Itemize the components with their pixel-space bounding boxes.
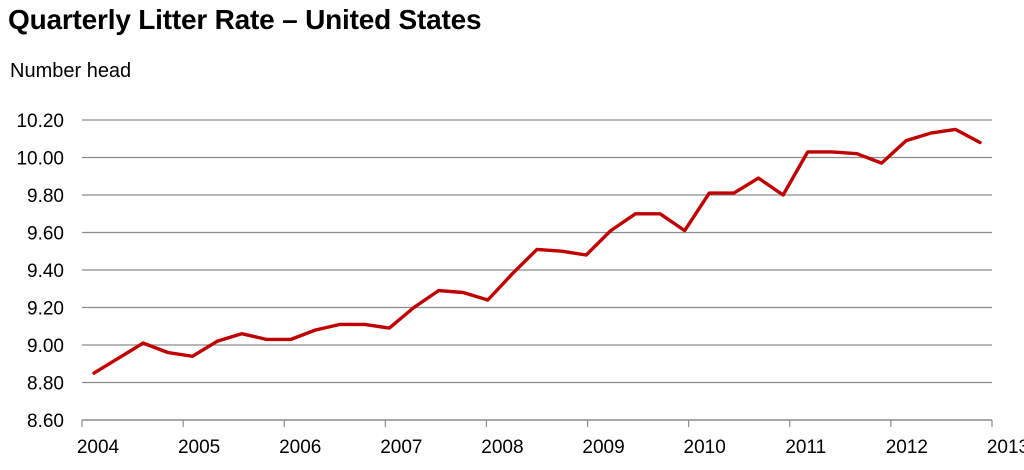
x-tick-label: 2008: [481, 437, 523, 458]
y-tick-label: 10.20: [16, 111, 64, 132]
x-tick-label: 2010: [684, 437, 726, 458]
y-tick-label: 9.00: [27, 336, 64, 357]
y-tick-label: 9.80: [27, 186, 64, 207]
y-tick-label: 9.60: [27, 224, 64, 245]
y-tick-label: 9.20: [27, 299, 64, 320]
y-tick-labels: 8.60 8.80 9.00 9.20 9.40 9.60 9.80 10.00 10.20: [16, 111, 64, 432]
y-tick-label: 8.80: [27, 374, 64, 395]
x-tick-label: 2007: [380, 437, 422, 458]
series-layer: [92, 127, 982, 375]
x-tick-label: 2004: [77, 437, 120, 458]
y-tick-label: 8.60: [27, 411, 64, 432]
axes: [81, 419, 993, 427]
x-tick-labels: 2004 2005 2006 2007 2008 2009 2010 2011 2012 2013: [77, 437, 1024, 458]
x-tick-label: 2012: [886, 437, 928, 458]
x-tick-label: 2009: [582, 437, 624, 458]
x-tick-label: 2013: [987, 437, 1024, 458]
series-line: [92, 127, 982, 375]
x-tick-label: 2005: [178, 437, 220, 458]
chart-subtitle: Number head: [10, 60, 132, 82]
chart-title: Quarterly Litter Rate – United States: [8, 4, 482, 35]
y-tick-label: 9.40: [27, 261, 64, 282]
gridlines: [82, 119, 992, 384]
y-tick-label: 10.00: [16, 149, 64, 170]
x-tick-label: 2006: [279, 437, 321, 458]
x-tick-label: 2011: [785, 437, 826, 458]
